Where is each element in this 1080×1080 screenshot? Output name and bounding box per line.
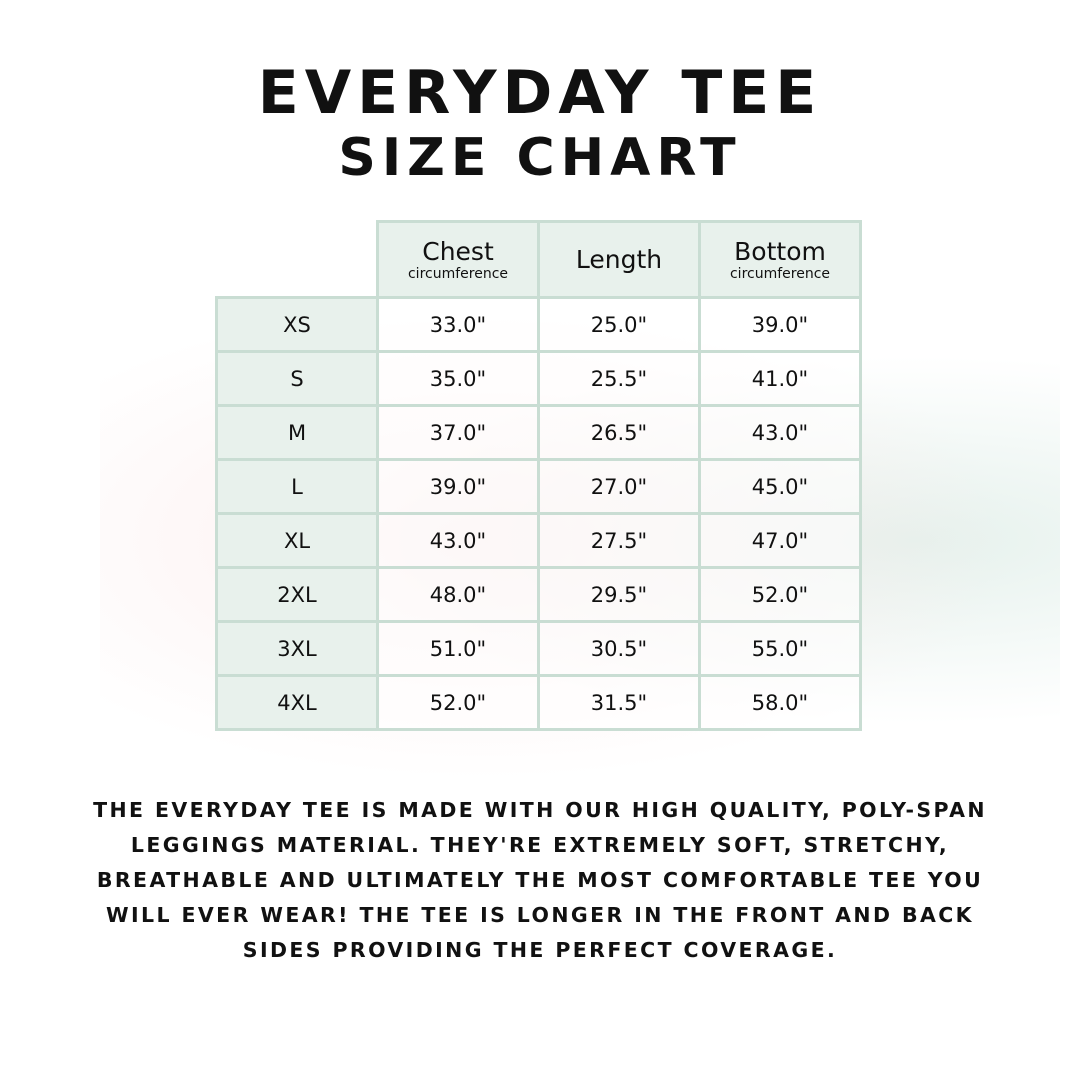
size-cell: 4XL (215, 674, 379, 731)
size-cell: M (215, 404, 379, 461)
size-cell: XL (215, 512, 379, 569)
length-cell: 26.5" (537, 404, 701, 461)
column-label: Chest (422, 236, 494, 266)
bottom-cell: 39.0" (698, 296, 862, 353)
chest-cell: 52.0" (376, 674, 540, 731)
chest-cell: 39.0" (376, 458, 540, 515)
column-header-length: Length (537, 220, 701, 299)
table-row: S 35.0" 25.5" 41.0" (215, 350, 862, 407)
chest-cell: 43.0" (376, 512, 540, 569)
chest-cell: 37.0" (376, 404, 540, 461)
size-cell: XS (215, 296, 379, 353)
size-cell: 3XL (215, 620, 379, 677)
length-cell: 31.5" (537, 674, 701, 731)
table-row: M 37.0" 26.5" 43.0" (215, 404, 862, 461)
column-sublabel: circumference (729, 265, 831, 282)
length-cell: 25.5" (537, 350, 701, 407)
size-cell: L (215, 458, 379, 515)
bottom-cell: 41.0" (698, 350, 862, 407)
bottom-cell: 43.0" (698, 404, 862, 461)
header-row: Chest circumference Length Bottom circumfe… (217, 220, 862, 299)
size-cell: S (215, 350, 379, 407)
size-chart-table: Chest circumference Length Bottom circumfe… (215, 220, 862, 731)
bottom-cell: 58.0" (698, 674, 862, 731)
table-row: 4XL 52.0" 31.5" 58.0" (215, 674, 862, 731)
page-subtitle: SIZE CHART (338, 128, 742, 188)
bottom-cell: 47.0" (698, 512, 862, 569)
table-row: L 39.0" 27.0" 45.0" (215, 458, 862, 515)
column-label: Length (575, 244, 663, 274)
bottom-cell: 45.0" (698, 458, 862, 515)
product-description: The Everyday Tee is made with our high q… (93, 798, 987, 962)
length-cell: 25.0" (537, 296, 701, 353)
length-cell: 27.5" (537, 512, 701, 569)
table-row: 3XL 51.0" 30.5" 55.0" (215, 620, 862, 677)
size-cell: 2XL (215, 566, 379, 623)
chest-cell: 33.0" (376, 296, 540, 353)
length-cell: 27.0" (537, 458, 701, 515)
column-sublabel: circumference (407, 265, 509, 282)
column-header-chest: Chest circumference (376, 220, 540, 299)
length-cell: 30.5" (537, 620, 701, 677)
chest-cell: 51.0" (376, 620, 540, 677)
table-row: XS 33.0" 25.0" 39.0" (215, 296, 862, 353)
chest-cell: 48.0" (376, 566, 540, 623)
bottom-cell: 55.0" (698, 620, 862, 677)
column-header-bottom: Bottom circumference (698, 220, 862, 299)
corner-cell (217, 222, 378, 298)
table-row: XL 43.0" 27.5" 47.0" (215, 512, 862, 569)
length-cell: 29.5" (537, 566, 701, 623)
page-title: EVERYDAY TEE (257, 58, 823, 128)
column-label: Bottom (734, 236, 826, 266)
table-row: 2XL 48.0" 29.5" 52.0" (215, 566, 862, 623)
chest-cell: 35.0" (376, 350, 540, 407)
bottom-cell: 52.0" (698, 566, 862, 623)
